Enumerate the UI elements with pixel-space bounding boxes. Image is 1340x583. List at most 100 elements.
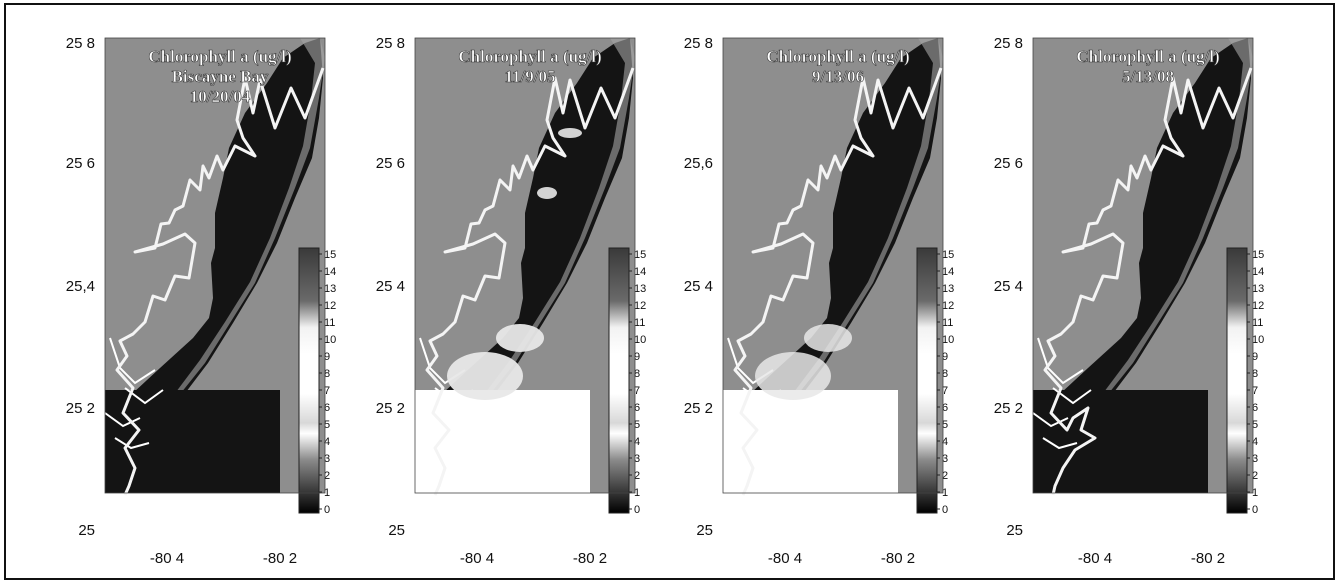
colorbar-tick-label: 2	[942, 470, 948, 482]
y-tick-label: 25,4	[66, 278, 95, 295]
low-chlorophyll-plume	[755, 352, 831, 400]
panel-title: Biscayne Bay	[172, 67, 269, 86]
colorbar-tick-label: 7	[1252, 385, 1258, 397]
map-panel: Chlorophyll a (ug/l)Biscayne Bay10/20/04…	[104, 37, 336, 516]
colorbar-tick-label: 4	[634, 436, 640, 448]
colorbar-tick-label: 3	[634, 453, 640, 465]
colorbar-tick-label: 3	[942, 453, 948, 465]
colorbar-tick-label: 10	[324, 334, 336, 346]
panel-title: Chlorophyll a (ug/l)	[1076, 47, 1219, 66]
panel-border	[722, 37, 944, 494]
x-tick-label: -80 2	[1191, 550, 1225, 567]
x-tick-label: -80 2	[881, 550, 915, 567]
colorbar-tick-label: 12	[1252, 300, 1264, 312]
survey-track	[1043, 67, 1253, 496]
y-tick-label: 25 6	[66, 155, 95, 172]
y-tick-label: 25 6	[376, 155, 405, 172]
colorbar-tick-label: 14	[324, 266, 336, 278]
y-tick-label: 25 4	[994, 278, 1023, 295]
colorbar-tick-label: 12	[324, 300, 336, 312]
y-tick-label: 25 4	[684, 278, 713, 295]
survey-track	[733, 67, 943, 496]
colorbar-tick-label: 7	[324, 385, 330, 397]
colorbar-tick-label: 12	[942, 300, 954, 312]
map-panel: Chlorophyll a (ug/l)9/13/061514131211109…	[722, 37, 954, 516]
panel-title: Chlorophyll a (ug/l)	[766, 47, 909, 66]
colorbar-tick-label: 1	[942, 487, 948, 499]
x-tick-label: -80 2	[573, 550, 607, 567]
colorbar-tick-label: 15	[634, 249, 646, 261]
keys-outline	[1032, 337, 1092, 450]
low-chlorophyll-plume	[447, 352, 523, 400]
y-tick-label: 25 8	[994, 35, 1023, 52]
colorbar-tick-label: 2	[1252, 470, 1258, 482]
colorbar-tick-label: 3	[1252, 453, 1258, 465]
y-tick-label: 25,6	[684, 155, 713, 172]
colorbar-tick-label: 5	[1252, 419, 1258, 431]
low-chlorophyll-plume	[496, 324, 544, 352]
y-tick-label: 25	[696, 522, 713, 539]
panel-border	[104, 37, 326, 494]
colorbar-tick-label: 6	[1252, 402, 1258, 414]
low-chlorophyll-plume	[415, 403, 565, 493]
x-tick-label: -80 4	[460, 550, 494, 567]
survey-track	[425, 67, 635, 496]
colorbar-tick-label: 11	[942, 317, 953, 329]
colorbar-tick-label: 11	[634, 317, 645, 329]
y-tick-label: 25 4	[376, 278, 405, 295]
y-tick-label: 25	[1006, 522, 1023, 539]
southern-water	[105, 390, 280, 493]
colorbar	[916, 247, 938, 514]
panel-title: Chlorophyll a (ug/l)	[458, 47, 601, 66]
colorbar-tick-label: 8	[1252, 368, 1258, 380]
colorbar-tick-label: 5	[634, 419, 640, 431]
colorbar-tick-label: 15	[942, 249, 954, 261]
panel-title: 5/13/08	[1122, 67, 1174, 86]
colorbar-tick-label: 7	[634, 385, 640, 397]
colorbar-tick-label: 13	[942, 283, 954, 295]
colorbar-tick-label: 0	[324, 504, 330, 516]
colorbar-tick-label: 6	[324, 402, 330, 414]
x-tick-label: -80 4	[150, 550, 184, 567]
colorbar-tick-label: 9	[942, 351, 948, 363]
survey-track	[115, 67, 325, 496]
colorbar-tick-label: 2	[634, 470, 640, 482]
colorbar-tick-label: 5	[942, 419, 948, 431]
colorbar-tick-label: 1	[324, 487, 330, 499]
colorbar-tick-label: 2	[324, 470, 330, 482]
keys-outline	[104, 337, 164, 450]
colorbar	[298, 247, 320, 514]
x-tick-label: -80 4	[768, 550, 802, 567]
colorbar-tick-label: 10	[634, 334, 646, 346]
colorbar-tick-label: 0	[634, 504, 640, 516]
colorbar-tick-label: 7	[942, 385, 948, 397]
bay-water	[105, 38, 323, 476]
colorbar-tick-label: 4	[942, 436, 948, 448]
colorbar-tick-label: 11	[1252, 317, 1263, 329]
y-tick-label: 25	[388, 522, 405, 539]
low-chlorophyll-plume	[558, 128, 582, 138]
y-tick-label: 25 2	[684, 400, 713, 417]
colorbar-tick-label: 4	[324, 436, 330, 448]
colorbar-tick-label: 3	[324, 453, 330, 465]
colorbar-tick-label: 13	[634, 283, 646, 295]
panel-title: 10/20/04	[190, 87, 251, 106]
colorbar-tick-label: 10	[942, 334, 954, 346]
colorbar-tick-label: 15	[1252, 249, 1264, 261]
x-tick-label: -80 2	[263, 550, 297, 567]
y-tick-label: 25 8	[684, 35, 713, 52]
colorbar-tick-label: 8	[942, 368, 948, 380]
panel-border	[414, 37, 636, 494]
colorbar-tick-label: 10	[1252, 334, 1264, 346]
colorbar-tick-label: 6	[634, 402, 640, 414]
panel-title: Chlorophyll a (ug/l)	[148, 47, 291, 66]
colorbar-tick-label: 14	[634, 266, 646, 278]
colorbar-tick-label: 9	[634, 351, 640, 363]
colorbar	[608, 247, 630, 514]
colorbar-tick-label: 14	[942, 266, 954, 278]
colorbar-tick-label: 11	[324, 317, 335, 329]
panel-border	[1032, 37, 1254, 494]
y-tick-label: 25 8	[66, 35, 95, 52]
y-tick-label: 25 2	[994, 400, 1023, 417]
y-tick-label: 25 2	[66, 400, 95, 417]
